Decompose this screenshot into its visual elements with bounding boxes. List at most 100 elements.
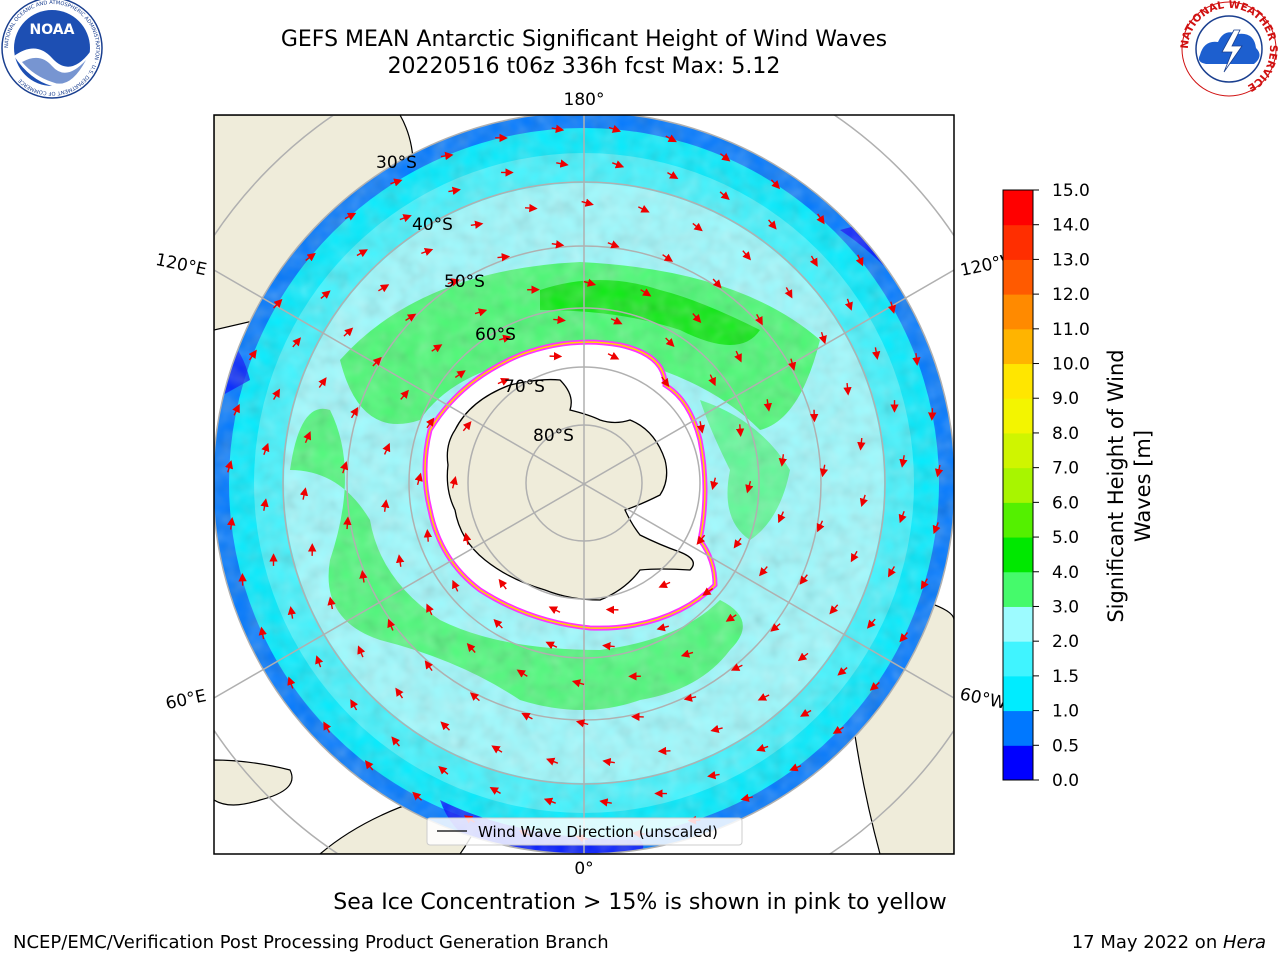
colorbar-segment	[1003, 398, 1033, 434]
wind-wave-arrow	[710, 477, 719, 490]
wind-wave-arrow	[866, 618, 876, 629]
wind-wave-arrow	[768, 219, 777, 230]
wind-wave-arrow	[599, 798, 612, 807]
plot-title: GEFS MEAN Antarctic Significant Height o…	[280, 27, 888, 52]
wind-wave-arrow	[248, 349, 257, 361]
wind-wave-arrow	[273, 298, 283, 309]
wind-wave-arrow	[287, 676, 296, 689]
wind-wave-arrow	[440, 721, 450, 731]
wind-wave-arrow	[656, 623, 669, 632]
wind-wave-arrow	[499, 334, 512, 343]
wind-wave-arrow	[829, 604, 839, 615]
wind-wave-arrow	[667, 171, 679, 180]
wind-wave-arrow	[426, 603, 434, 616]
wind-wave-arrow	[755, 313, 763, 326]
wind-wave-arrow	[696, 421, 706, 434]
wind-wave-arrow	[819, 464, 829, 478]
wind-wave-arrow	[857, 437, 866, 451]
wind-wave-arrow	[665, 337, 675, 347]
wind-wave-arrow	[800, 708, 812, 717]
wind-wave-arrow	[734, 350, 742, 363]
wind-wave-arrow	[299, 487, 309, 500]
wind-wave-arrow	[466, 643, 476, 653]
latitude-labels: 30°S 40°S 50°S 60°S 70°S 80°S	[376, 153, 574, 446]
wind-wave-arrow	[381, 499, 390, 512]
wind-wave-arrow	[871, 347, 881, 360]
colorbar-tick-label: 10.0	[1052, 355, 1090, 375]
plot-subtitle: 20220516 t06z 336h fcst Max: 5.12	[387, 54, 781, 79]
credit-branch: NCEP/EMC/Verification Post Processing Pr…	[13, 932, 609, 953]
wind-wave-arrow	[426, 417, 435, 429]
wind-wave-arrow	[607, 240, 620, 249]
wind-wave-arrow	[759, 566, 768, 577]
wind-wave-arrows	[224, 124, 944, 843]
wind-wave-arrow	[692, 313, 702, 323]
colorbar-tick-label: 15.0	[1052, 181, 1090, 201]
wind-wave-arrow	[665, 134, 677, 143]
wind-wave-arrow	[424, 660, 434, 672]
wind-wave-arrow	[344, 212, 357, 221]
wind-wave-arrow	[899, 455, 908, 468]
wind-wave-arrow	[497, 253, 511, 262]
wind-wave-arrow	[396, 554, 405, 567]
colorbar-segment	[1003, 432, 1033, 469]
wind-wave-arrow	[581, 198, 594, 207]
wind-wave-arrow	[292, 337, 302, 348]
wind-wave-arrow	[350, 406, 359, 419]
wind-wave-arrow	[869, 681, 880, 691]
lon-label-60e: 60°E	[164, 686, 208, 714]
wind-wave-arrow	[258, 626, 267, 640]
credit-machine: Hera	[1222, 932, 1266, 953]
colorbar: 0.0 0.5 1.0 1.5 2.0 3.0 4.0 5.0 6.0 7.0 8.0 9.0 10.0…	[1002, 181, 1090, 791]
colorbar-tick-label: 4.0	[1052, 563, 1079, 583]
wind-wave-arrow	[323, 721, 332, 733]
colorbar-tick-label: 11.0	[1052, 320, 1090, 340]
lat-label-80s: 80°S	[533, 426, 574, 446]
colorbar-segment	[1003, 363, 1033, 399]
wind-wave-arrow	[843, 382, 852, 396]
wind-wave-arrow	[454, 370, 466, 379]
colorbar-segment	[1003, 675, 1033, 712]
wind-wave-arrow	[318, 377, 327, 388]
colorbar-tick-label: 12.0	[1052, 285, 1090, 305]
wind-wave-arrow	[607, 351, 620, 360]
colorbar-tick-label: 2.0	[1052, 632, 1079, 652]
wind-wave-arrow	[928, 408, 937, 421]
wind-wave-arrow	[440, 151, 454, 161]
wind-wave-arrow	[757, 693, 770, 701]
lat-label-40s: 40°S	[412, 215, 453, 235]
colorbar-tick-label: 1.5	[1052, 667, 1079, 687]
wind-wave-arrow	[491, 745, 503, 754]
wind-wave-arrow	[359, 569, 368, 583]
wind-wave-arrow	[548, 606, 561, 615]
wind-wave-arrow	[315, 655, 324, 668]
lon-label-120e: 120°E	[154, 250, 209, 280]
wind-wave-arrow	[551, 240, 565, 249]
wind-wave-arrow	[575, 719, 589, 728]
wind-wave-arrow	[788, 358, 797, 371]
credit-date-text: 17 May 2022 on	[1071, 932, 1223, 953]
wind-wave-arrow	[546, 757, 559, 766]
wind-wave-arrow	[412, 791, 423, 801]
wind-wave-arrow	[372, 356, 382, 367]
colorbar-segment	[1003, 710, 1033, 746]
colorbar-segment	[1003, 224, 1033, 260]
lat-label-70s: 70°S	[504, 377, 545, 397]
wind-wave-arrow	[232, 403, 240, 416]
colorbar-segment	[1003, 571, 1033, 607]
wind-wave-arrow	[735, 424, 745, 437]
colorbar-tick-label: 14.0	[1052, 216, 1090, 236]
colorbar-segment	[1003, 294, 1033, 330]
wind-wave-arrow	[571, 679, 585, 688]
wind-wave-arrow	[710, 724, 723, 734]
colorbar-tick-label: 6.0	[1052, 493, 1079, 513]
wind-wave-arrow	[934, 464, 944, 478]
wind-wave-arrow	[525, 203, 538, 213]
wind-wave-arrow	[809, 255, 818, 267]
colorbar-tick-label: 13.0	[1052, 250, 1090, 270]
wind-wave-arrow	[662, 253, 674, 262]
arrow-legend: Wind Wave Direction (unscaled)	[426, 817, 743, 846]
wind-wave-arrow	[832, 725, 844, 734]
wind-wave-arrow	[740, 793, 753, 802]
lat-label-50s: 50°S	[444, 272, 485, 292]
